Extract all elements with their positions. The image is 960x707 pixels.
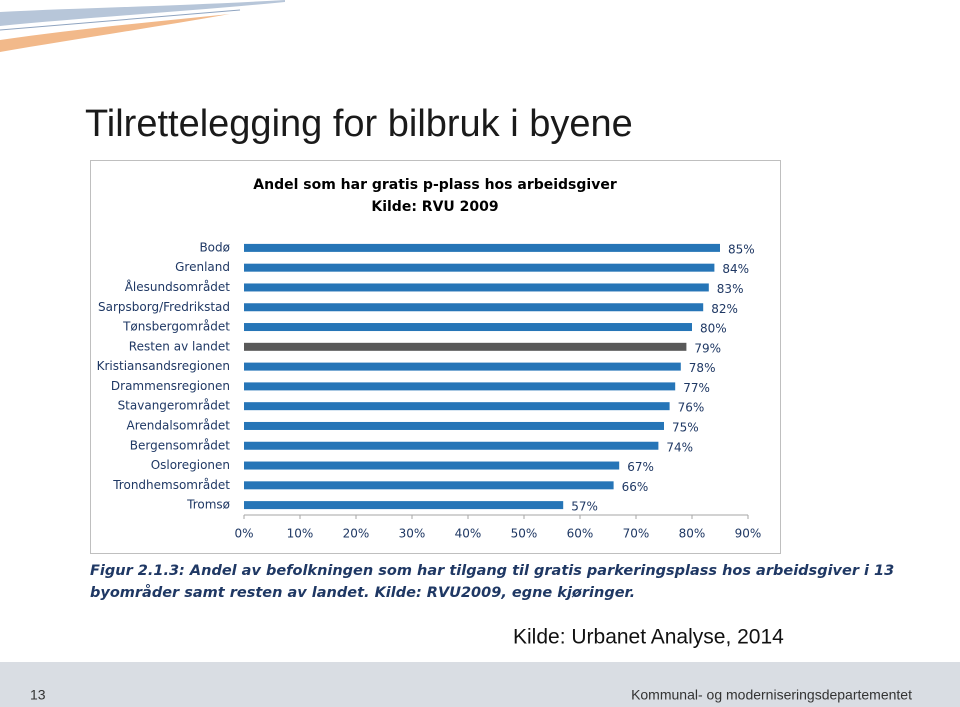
category-label: Kristiansandsregionen	[97, 359, 230, 373]
bar	[244, 342, 687, 351]
category-label: Bergensområdet	[130, 438, 231, 452]
bar	[244, 501, 564, 510]
source: Kilde: Urbanet Analyse, 2014	[513, 626, 784, 649]
x-tick-label: 0%	[234, 527, 253, 541]
x-tick-label: 60%	[567, 527, 594, 541]
x-tick-label: 70%	[623, 527, 650, 541]
chart-title: Andel som har gratis p-plass hos arbeids…	[253, 177, 617, 193]
footer-band	[0, 662, 960, 707]
bar	[244, 461, 620, 470]
value-label: 74%	[666, 440, 693, 454]
value-label: 77%	[683, 381, 710, 395]
swoosh	[0, 0, 285, 26]
category-label: Sarpsborg/Fredrikstad	[98, 300, 230, 314]
bar	[244, 481, 614, 490]
caption-line: byområder samt resten av landet. Kilde: …	[90, 584, 635, 601]
value-label: 75%	[672, 420, 699, 434]
category-label: Resten av landet	[129, 339, 231, 353]
chart-frame	[90, 160, 781, 554]
bar	[244, 441, 659, 450]
bar	[244, 283, 709, 292]
value-label: 83%	[717, 282, 744, 296]
bar	[244, 323, 692, 332]
page-number: 13	[30, 687, 46, 703]
category-label: Tønsbergområdet	[122, 320, 230, 334]
x-tick-label: 20%	[343, 527, 370, 541]
x-tick-label: 80%	[679, 527, 706, 541]
category-label: Arendalsområdet	[127, 418, 231, 432]
x-tick-label: 50%	[511, 527, 538, 541]
bar	[244, 303, 704, 312]
value-label: 78%	[689, 361, 716, 375]
value-label: 76%	[678, 401, 705, 415]
bar	[244, 243, 720, 252]
bar	[244, 402, 670, 411]
x-tick-label: 10%	[287, 527, 314, 541]
swoosh	[0, 9, 241, 31]
x-tick-label: 40%	[455, 527, 482, 541]
category-label: Bodø	[199, 240, 230, 254]
category-label: Ålesundsområdet	[125, 279, 231, 294]
swoosh	[0, 14, 230, 52]
value-label: 84%	[722, 262, 749, 276]
caption-line: Figur 2.1.3: Andel av befolkningen som h…	[90, 563, 894, 579]
value-label: 80%	[700, 322, 727, 336]
x-tick-label: 30%	[399, 527, 426, 541]
plot: 0% 10% 20% 30% 40% 50% 60% 70% 80% 90% Bodø 85% Gren…	[97, 240, 762, 540]
category-label: Osloregionen	[151, 458, 230, 472]
value-label: 67%	[627, 460, 654, 474]
category-label: Tromsø	[186, 498, 230, 512]
category-label: Drammensregionen	[111, 379, 230, 393]
organization: Kommunal- og moderniseringsdepartementet	[631, 687, 912, 703]
chart-subtitle: Kilde: RVU 2009	[371, 199, 498, 215]
category-label: Grenland	[175, 260, 230, 274]
x-tick-label: 90%	[735, 527, 762, 541]
value-label: 66%	[622, 480, 649, 494]
category-label: Stavangerområdet	[118, 399, 231, 413]
decoration	[0, 0, 285, 52]
value-label: 79%	[694, 341, 721, 355]
category-label: Trondhemsområdet	[112, 478, 230, 492]
value-label: 57%	[571, 500, 598, 514]
bar	[244, 382, 676, 391]
slide-title: Tilrettelegging for bilbruk i byene	[85, 103, 633, 145]
bar	[244, 263, 715, 272]
bar	[244, 362, 681, 371]
bar	[244, 421, 664, 430]
value-label: 82%	[711, 302, 738, 316]
value-label: 85%	[728, 242, 755, 256]
